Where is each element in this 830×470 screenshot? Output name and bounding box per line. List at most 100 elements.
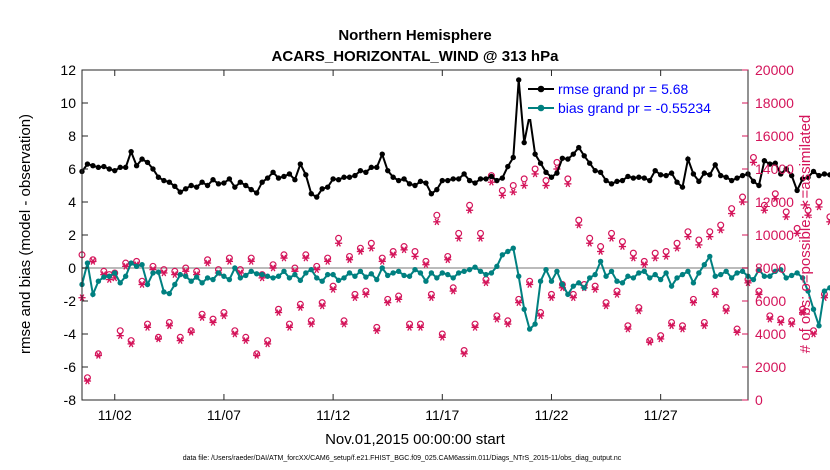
bias-point <box>641 268 647 274</box>
rmse-point <box>346 174 353 180</box>
obs-assimilated-point <box>651 254 659 262</box>
rmse-point <box>668 170 675 176</box>
rmse-point <box>264 175 271 181</box>
bias-point <box>548 278 555 284</box>
bias-point <box>499 252 506 258</box>
bias-point <box>728 275 735 281</box>
rmse-point <box>756 182 762 189</box>
obs-assimilated-point <box>389 251 397 259</box>
bias-point <box>286 275 293 281</box>
rmse-point <box>232 184 238 190</box>
legend-bias-marker <box>537 104 545 112</box>
obs-assimilated-point <box>274 309 283 316</box>
obs-assimilated-point <box>515 299 523 307</box>
obs-assimilated-point <box>728 210 736 217</box>
rmse-point <box>603 177 609 184</box>
rmse-point <box>357 167 364 174</box>
obs-assimilated-point <box>264 340 272 348</box>
obs-assimilated-point <box>487 178 496 186</box>
rmse-point <box>652 167 658 174</box>
bias-point <box>455 270 462 276</box>
obs-assimilated-point <box>247 257 255 265</box>
rmse-point <box>428 191 435 197</box>
obs-possible-point <box>662 248 670 256</box>
bias-point <box>308 266 314 273</box>
rmse-point <box>226 176 233 182</box>
bias-point <box>346 270 353 276</box>
obs-possible-point <box>815 198 823 206</box>
bias-point <box>597 258 604 265</box>
obs-possible-point <box>335 234 343 242</box>
obs-possible-point <box>564 175 572 183</box>
bias-point <box>472 264 478 270</box>
bias-point <box>112 270 118 276</box>
rmse-point <box>335 177 342 183</box>
obs-assimilated-point <box>395 295 403 303</box>
rmse-point <box>483 176 489 182</box>
obs-possible-point <box>728 205 736 213</box>
obs-assimilated-point <box>646 338 654 346</box>
bias-point <box>750 276 757 283</box>
bias-point <box>221 273 227 279</box>
rmse-point <box>767 161 773 167</box>
obs-assimilated-point <box>89 257 97 265</box>
obs-assimilated-point <box>280 254 288 262</box>
rmse-point <box>630 175 637 181</box>
rmse-point <box>139 156 145 162</box>
legend-bias-label: bias grand pr = -0.55234 <box>558 100 711 116</box>
rmse-point <box>554 170 560 176</box>
rmse-point <box>401 176 407 182</box>
bias-point <box>586 275 593 281</box>
rmse-point <box>783 166 789 172</box>
obs-assimilated-point <box>504 320 512 328</box>
obs-assimilated-point <box>269 264 277 272</box>
obs-assimilated-point <box>498 191 506 199</box>
bias-point <box>543 266 549 273</box>
obs-assimilated-point <box>411 253 419 260</box>
obs-assimilated-point <box>798 309 807 316</box>
bias-point <box>805 288 811 294</box>
obs-possible-point <box>673 239 681 247</box>
obs-assimilated-point <box>373 327 381 335</box>
obs-assimilated-point <box>678 325 687 333</box>
rmse-point <box>712 162 718 168</box>
obs-assimilated-point <box>182 267 190 275</box>
right-tick-label: 20000 <box>755 62 794 78</box>
obs-assimilated-point <box>324 257 332 265</box>
left-axis-ticks: 12 10 8 6 4 2 0 -2 -4 -6 -8 <box>60 62 88 408</box>
bias-point <box>668 283 675 289</box>
rmse-point <box>647 177 653 184</box>
x-tick-label: 11/27 <box>644 407 678 423</box>
obs-assimilated-point <box>438 333 446 341</box>
bias-point <box>734 270 740 276</box>
obs-assimilated-point <box>345 256 354 264</box>
bias-point <box>330 271 336 278</box>
bias-point <box>183 273 189 279</box>
obs-possible-point <box>760 201 768 209</box>
bias-point <box>199 280 205 286</box>
rmse-point <box>210 177 216 183</box>
x-tick-label: 11/17 <box>425 407 459 423</box>
obs-assimilated-point <box>493 315 501 323</box>
rmse-point <box>172 183 178 190</box>
obs-assimilated-point <box>618 243 627 250</box>
obs-possible-point <box>597 243 605 251</box>
bias-point <box>821 288 828 294</box>
bias-point <box>685 268 691 274</box>
left-tick-label: 8 <box>68 128 76 144</box>
rmse-point <box>532 151 538 157</box>
bias-point <box>707 253 713 260</box>
obs-assimilated-point <box>127 340 135 348</box>
rmse-point <box>144 159 151 166</box>
obs-assimilated-point <box>547 294 556 302</box>
bias-point <box>232 265 238 271</box>
rmse-point <box>663 172 669 179</box>
bias-point <box>674 275 680 281</box>
obs-assimilated-point <box>465 206 474 214</box>
bias-point <box>510 245 516 251</box>
bias-point <box>657 276 664 283</box>
rmse-point <box>494 177 500 184</box>
obs-possible-point <box>477 229 485 237</box>
rmse-point <box>690 171 697 177</box>
rmse-point <box>183 186 189 192</box>
